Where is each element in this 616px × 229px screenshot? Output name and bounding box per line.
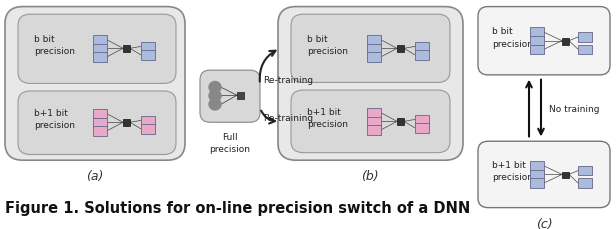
Text: Figure 1. Solutions for on-line precision switch of a DNN: Figure 1. Solutions for on-line precisio… [5,200,470,215]
Bar [530,28,544,38]
Bar [530,170,544,179]
Bar [367,53,381,62]
Bar [367,44,381,54]
Bar [578,178,592,188]
Bar [141,51,155,60]
FancyBboxPatch shape [18,92,176,155]
Bar [530,178,544,188]
Bar [367,109,381,118]
Text: No training: No training [549,104,599,113]
Circle shape [209,82,221,93]
Circle shape [209,99,221,110]
Bar [93,36,107,45]
Bar [415,51,429,60]
Bar [530,161,544,171]
Bar [367,125,381,135]
Bar [237,93,244,99]
Text: (a): (a) [86,169,103,182]
Bar [93,118,107,128]
Bar [562,39,569,45]
Bar [578,166,592,176]
Text: b bit
precision: b bit precision [307,35,348,56]
Text: Re-training: Re-training [263,76,313,85]
FancyBboxPatch shape [200,71,260,123]
FancyBboxPatch shape [5,8,185,161]
Bar [141,43,155,52]
Text: Full
precision: Full precision [209,132,251,153]
FancyBboxPatch shape [278,8,463,161]
Bar [93,44,107,54]
Text: (c): (c) [536,217,553,229]
Bar [397,46,404,53]
Bar [415,115,429,125]
Bar [578,45,592,55]
Text: b bit
precision: b bit precision [34,35,75,56]
Bar [530,45,544,55]
Bar [397,119,404,125]
FancyBboxPatch shape [291,15,450,83]
Text: Re-training: Re-training [263,114,313,123]
FancyBboxPatch shape [18,15,176,84]
Bar [415,124,429,133]
Bar [141,116,155,125]
Bar [530,37,544,46]
Bar [93,109,107,119]
Bar [123,46,130,53]
Text: b+1 bit
precision: b+1 bit precision [34,108,75,130]
FancyBboxPatch shape [291,91,450,153]
FancyBboxPatch shape [478,8,610,76]
Bar [93,53,107,62]
Bar [123,120,130,126]
Circle shape [209,91,221,102]
Bar [415,43,429,52]
Bar [367,36,381,45]
Text: b bit
precision: b bit precision [492,27,533,49]
Bar [93,126,107,136]
Bar [367,117,381,126]
Text: b+1 bit
precision: b+1 bit precision [307,107,348,129]
Bar [562,172,569,178]
Text: (b): (b) [361,169,379,182]
Bar [578,33,592,43]
FancyBboxPatch shape [478,142,610,208]
Text: b+1 bit
precision: b+1 bit precision [492,160,533,182]
Bar [141,125,155,134]
